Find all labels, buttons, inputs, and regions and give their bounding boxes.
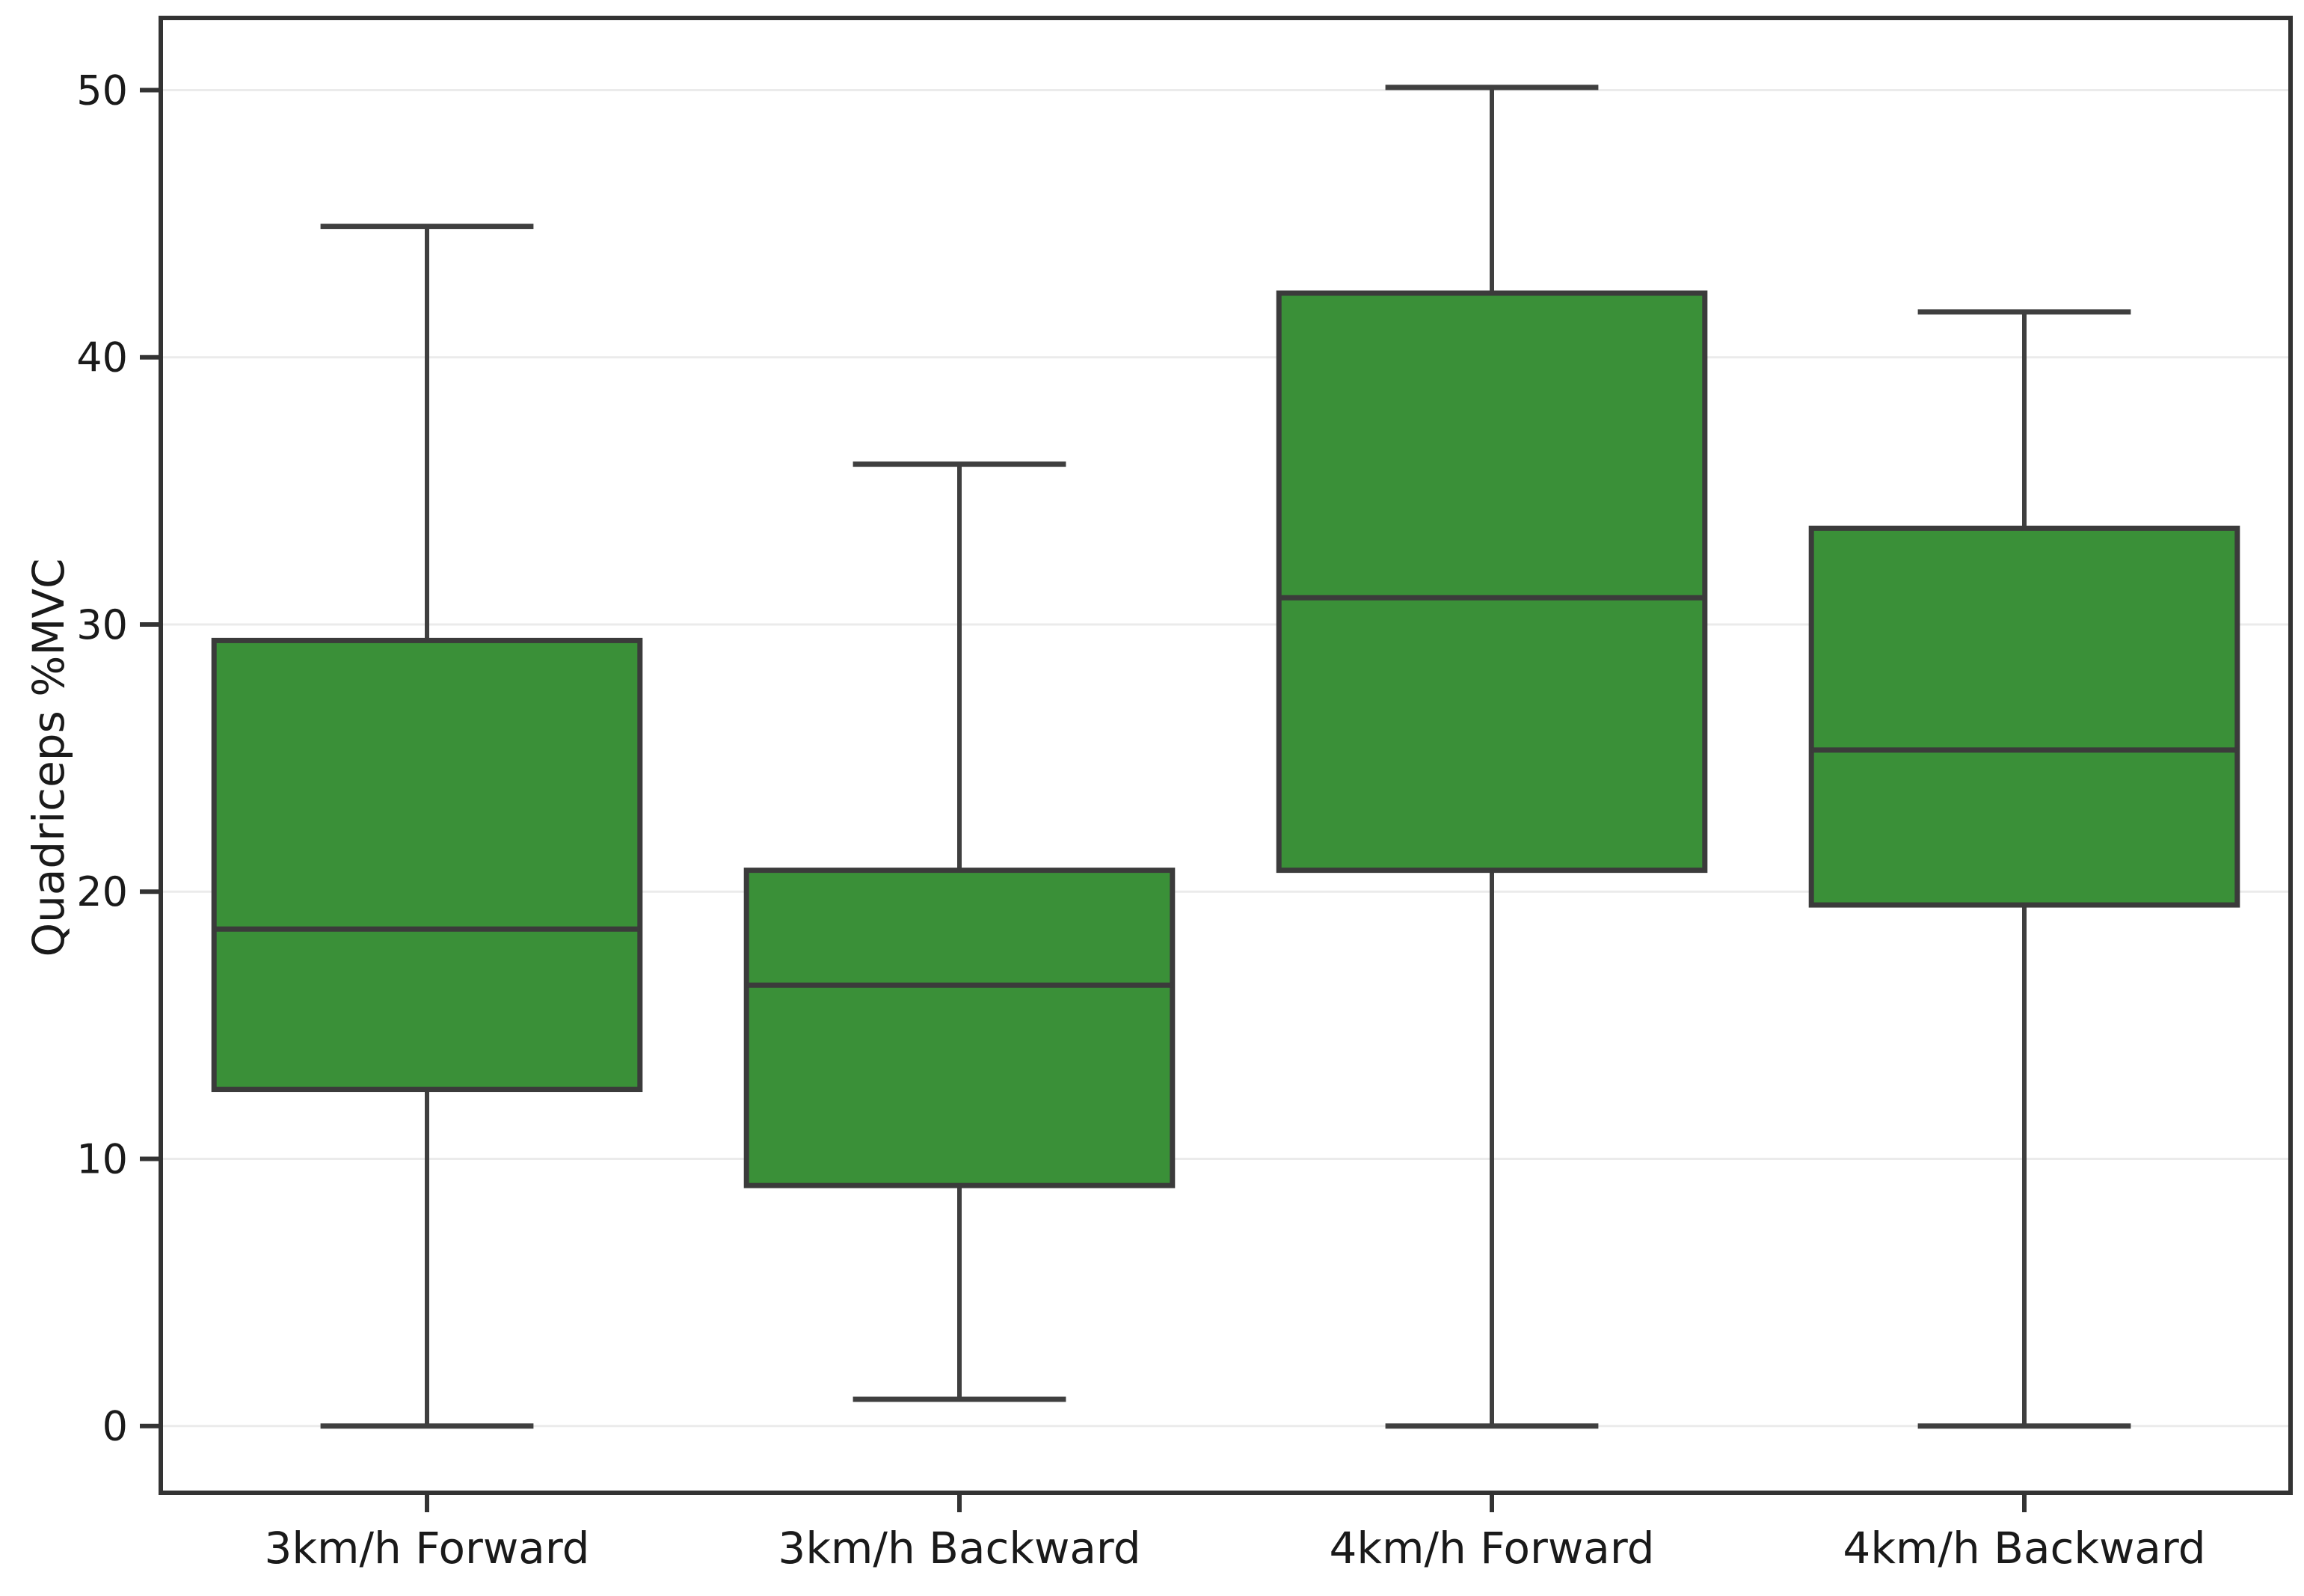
axes-frame	[159, 16, 2293, 1495]
xtick-label-4km-h-backward: 4km/h Backward	[1843, 1523, 2205, 1574]
ytick-label-40: 40	[76, 334, 128, 381]
box-3km-h-backward	[743, 868, 1176, 1188]
ytick-label-20: 20	[76, 868, 128, 915]
box-4km-h-forward	[1276, 290, 1708, 874]
box-layer	[211, 85, 2240, 1429]
ytick-label-10: 10	[76, 1135, 128, 1182]
box-3km-h-forward	[211, 637, 643, 1093]
ytick-label-30: 30	[76, 601, 128, 648]
ytick-label-0: 0	[102, 1403, 128, 1450]
ytick-label-50: 50	[76, 67, 128, 114]
box-4km-h-backward	[1808, 525, 2240, 908]
xtick-label-4km-h-forward: 4km/h Forward	[1330, 1523, 1655, 1574]
tick-layer: 0 10 20 30 40 50 3km/h Forward 3km/h Backward 4k…	[76, 67, 2205, 1574]
xtick-label-3km-h-backward: 3km/h Backward	[778, 1523, 1140, 1574]
y-axis-label: Quadriceps %MVC	[23, 558, 74, 957]
axes-frame-layer	[159, 16, 2293, 1495]
xtick-label-3km-h-forward: 3km/h Forward	[265, 1523, 590, 1574]
